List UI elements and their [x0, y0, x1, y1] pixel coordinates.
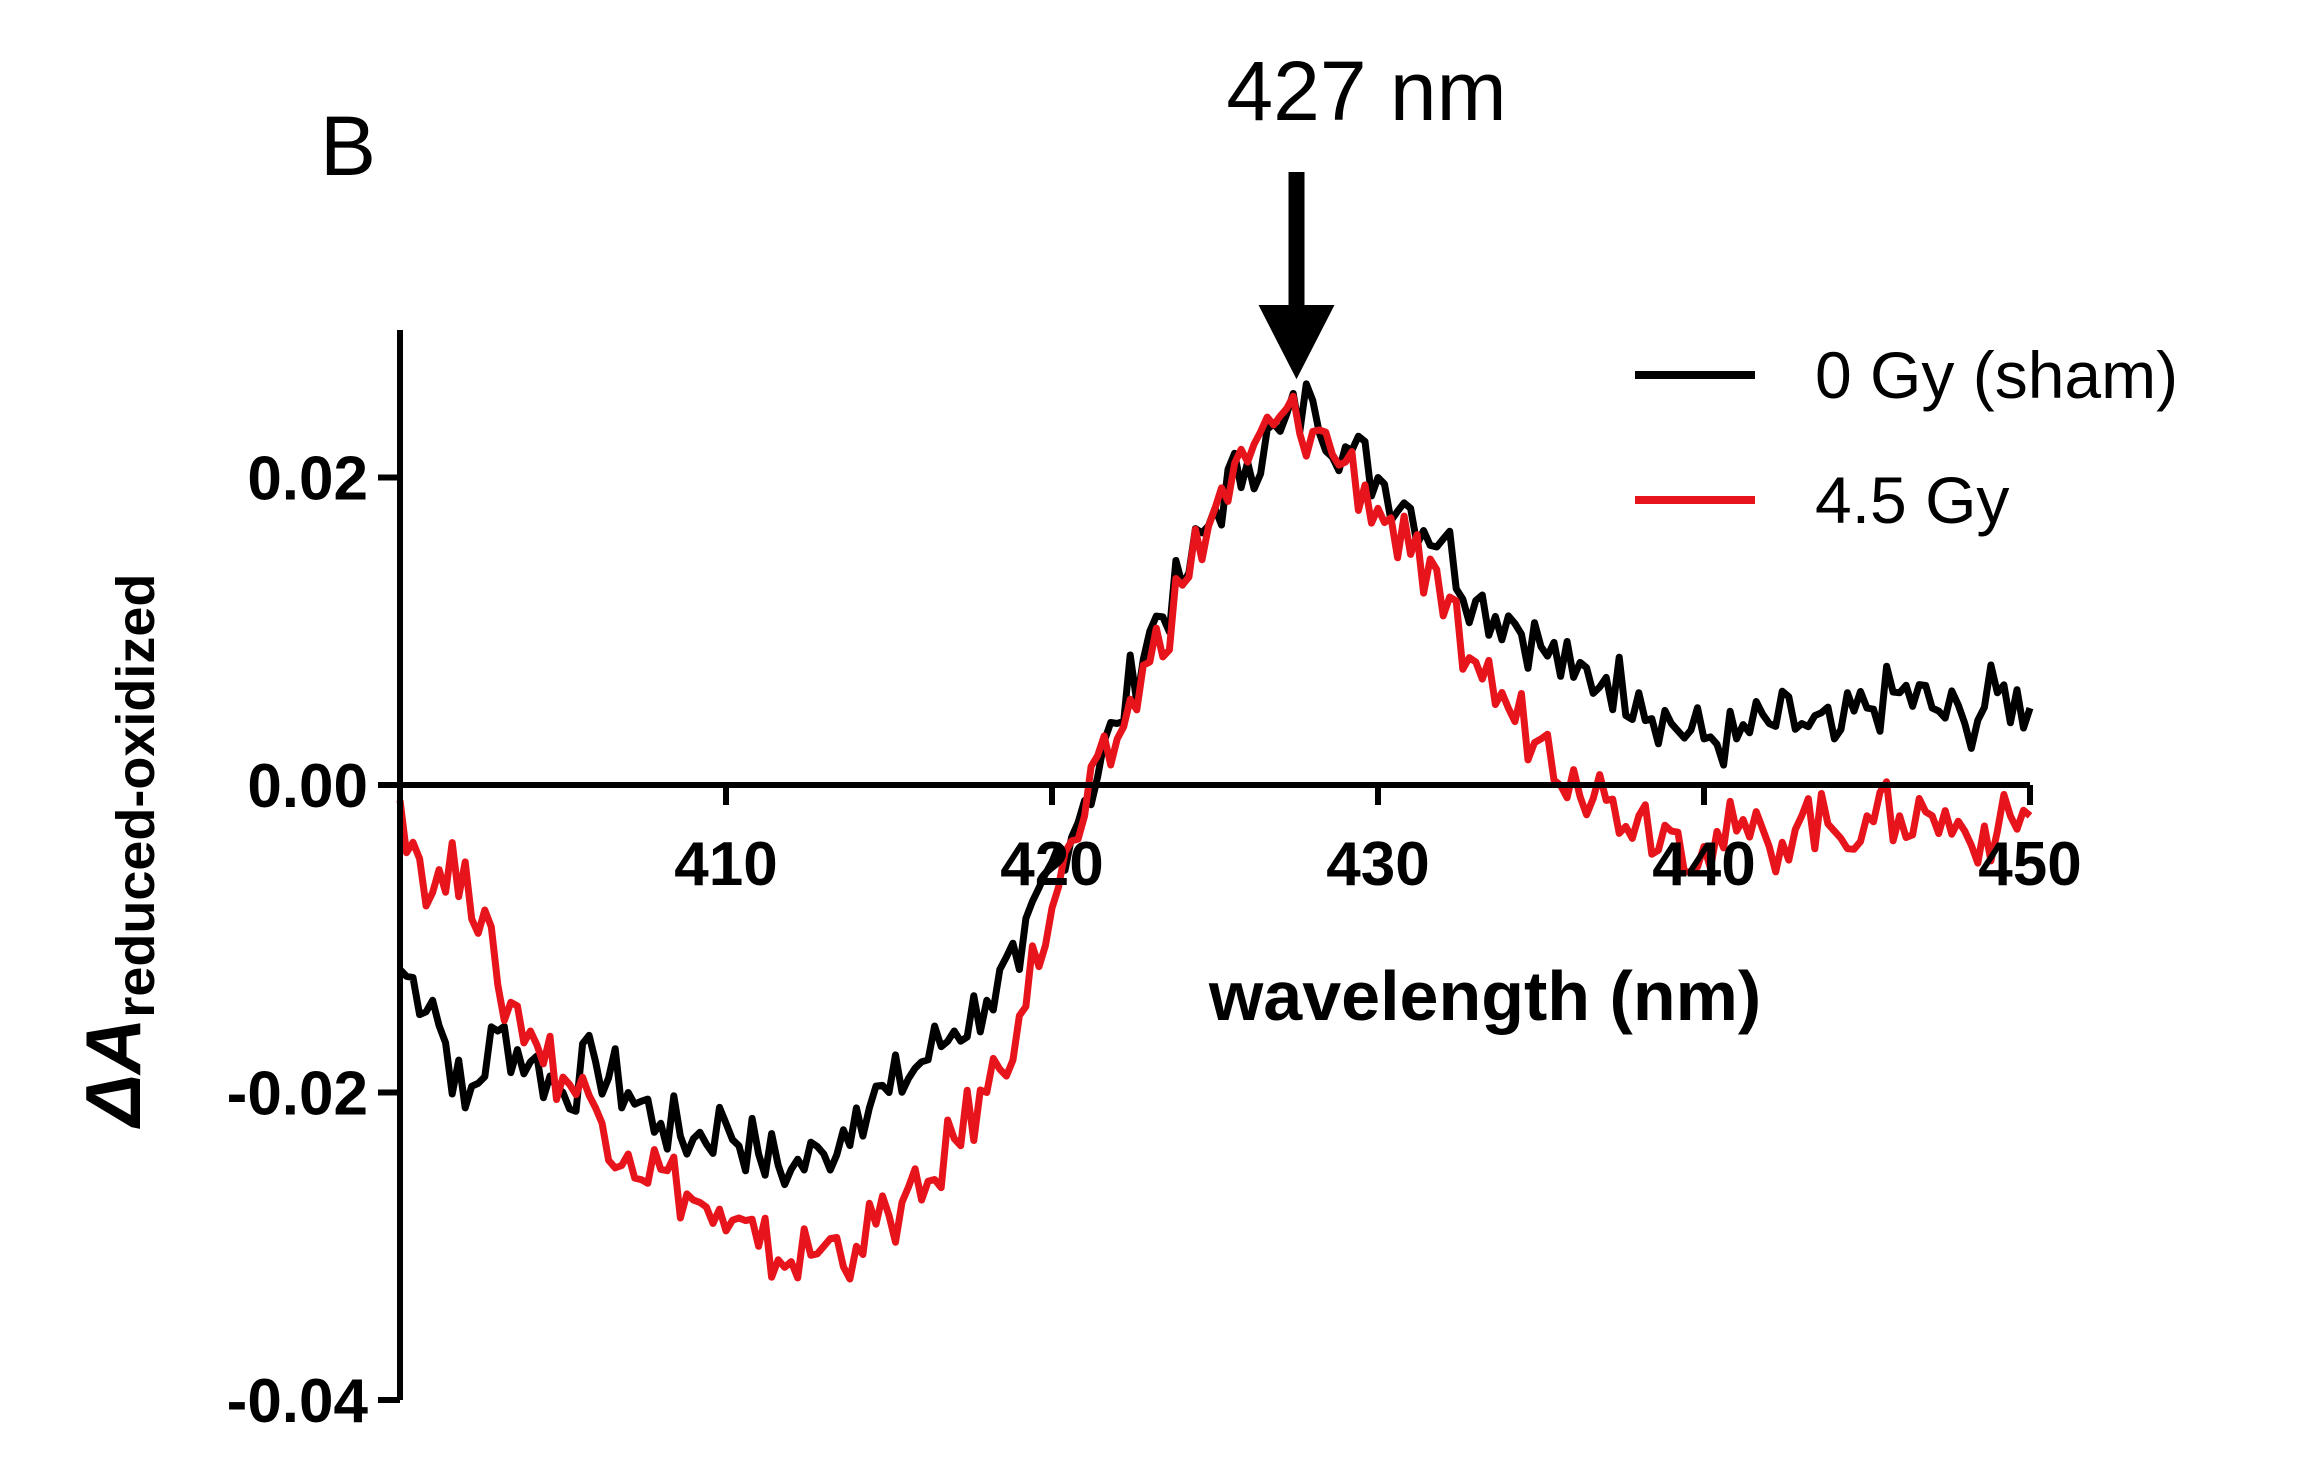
x-tick-label: 420 [1000, 830, 1103, 899]
x-tick-label: 410 [674, 830, 777, 899]
annotation-text: 427 nm [1226, 44, 1506, 138]
legend-label: 0 Gy (sham) [1815, 338, 2178, 412]
x-tick-label: 430 [1326, 830, 1429, 899]
series-line-irradiated [396, 392, 2033, 1283]
axes-layer [397, 330, 2030, 1400]
x-axis-label: wavelength (nm) [1208, 957, 1761, 1035]
x-tick-label: 440 [1652, 830, 1755, 899]
y-tick-label: 0.02 [247, 445, 368, 514]
ticks-layer: 410 420 430 440 450 0.02 0.00 -0.02 -0.04 [227, 445, 2082, 1437]
y-axis-label: ΔAreduced-oxidized [69, 574, 166, 1130]
legend: 0 Gy (sham) 4.5 Gy [1635, 338, 2178, 537]
series-layer [396, 380, 2034, 1283]
y-tick-label: -0.02 [227, 1060, 368, 1129]
panel-label: B [320, 99, 376, 193]
annotation-arrow-head [1258, 305, 1335, 380]
y-tick-label: 0.00 [247, 752, 368, 821]
peak-annotation: 427 nm [1226, 44, 1507, 380]
y-tick-label: -0.04 [227, 1367, 369, 1436]
y-axis-label-subscript: reduced-oxidized [106, 574, 166, 1018]
y-axis-label-main: ΔA [69, 1018, 157, 1130]
x-tick-label: 450 [1978, 830, 2081, 899]
legend-label: 4.5 Gy [1815, 463, 2009, 537]
